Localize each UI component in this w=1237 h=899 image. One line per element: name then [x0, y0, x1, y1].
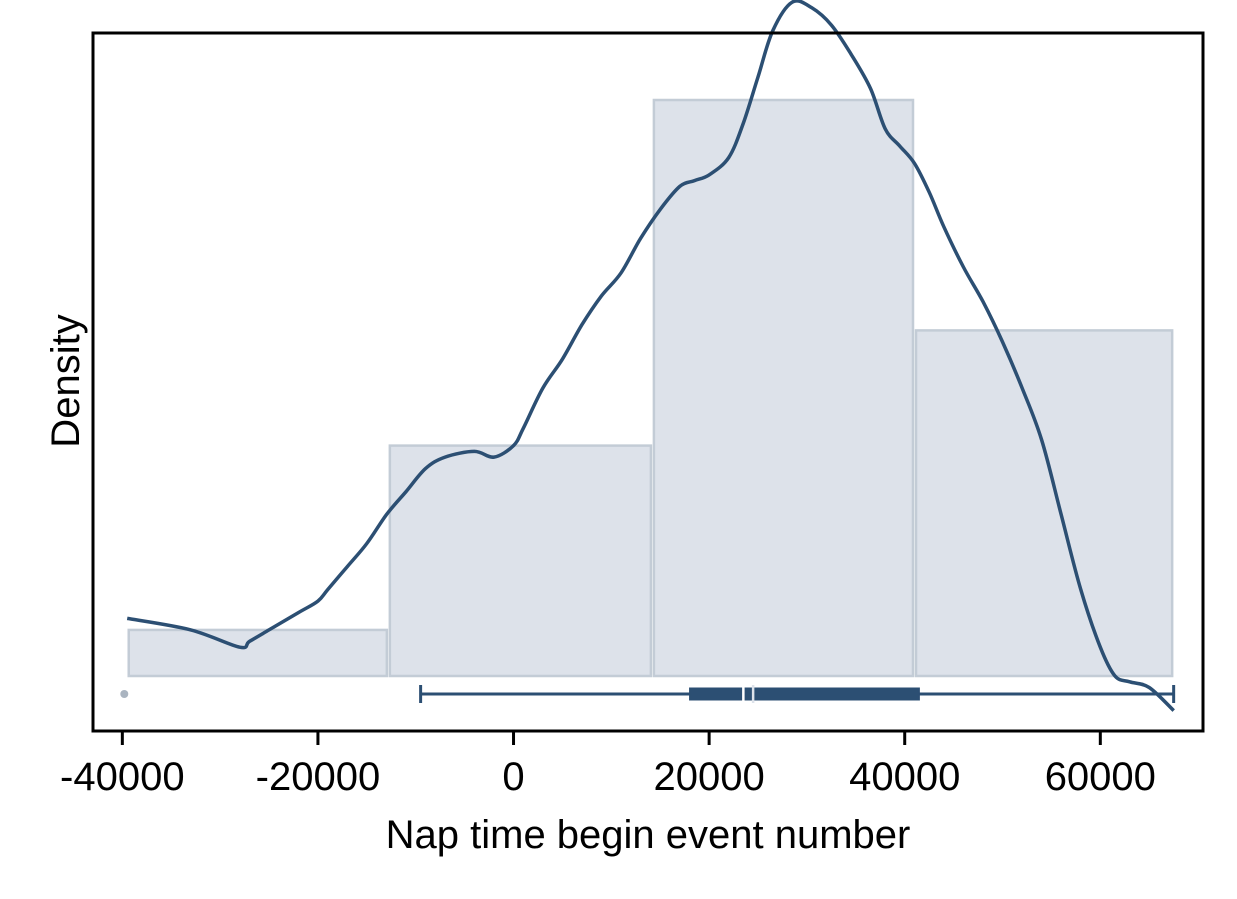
- x-tick-label-4: 20000: [654, 755, 765, 799]
- histogram-bar-4: [914, 329, 1174, 678]
- x-tick-label-1: -40000: [60, 755, 185, 799]
- x-tick-label-6: 60000: [1045, 755, 1156, 799]
- x-axis-ticks: -40000 -20000 0 20000 40000 60000: [60, 731, 1156, 799]
- histogram-bar-2: [388, 444, 653, 678]
- histogram-layer: [127, 98, 1174, 678]
- histogram-bar-3: [652, 98, 915, 678]
- y-axis-title: Density: [44, 314, 88, 447]
- boxplot-outlier-1: [120, 690, 129, 698]
- plot-frame: [91, 31, 1205, 733]
- x-tick-label-3: 0: [502, 755, 524, 799]
- x-tick-label-2: -20000: [256, 755, 381, 799]
- x-axis-title: Nap time begin event number: [386, 813, 911, 857]
- boxplot-layer: [120, 685, 1176, 703]
- boxplot-iqr-box: [689, 687, 920, 701]
- density-curve-layer: [126, 0, 1175, 712]
- density-curve-line: [126, 0, 1175, 712]
- x-tick-label-5: 40000: [849, 755, 960, 799]
